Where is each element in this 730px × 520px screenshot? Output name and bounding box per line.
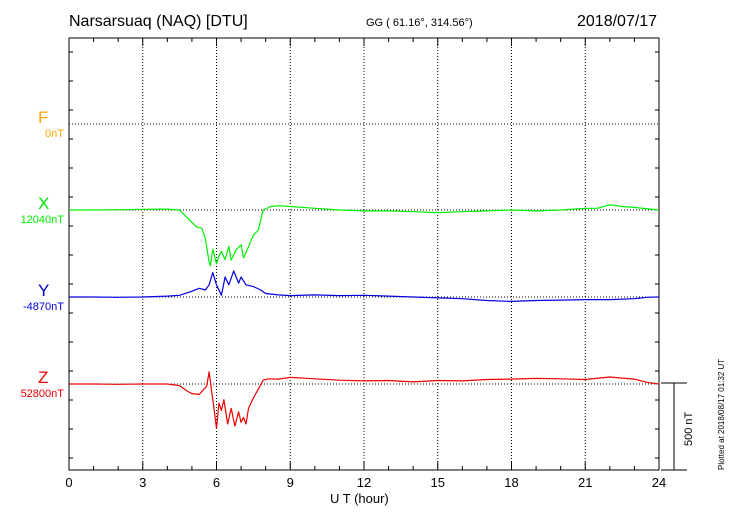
x-tick-label: 21 <box>578 475 593 490</box>
x-tick-label: 15 <box>430 475 445 490</box>
station-title: Narsarsuaq (NAQ) [DTU] <box>69 13 248 30</box>
x-tick-label: 12 <box>356 475 372 490</box>
scale-bar <box>661 382 687 471</box>
axis-ticks <box>68 38 660 470</box>
x-tick-label: 18 <box>504 475 519 490</box>
series-name-x: X <box>38 194 50 213</box>
series-baseline-y: -4870nT <box>23 301 64 313</box>
plotted-at-note: Plotted at 2018/08/17 01:32 UT <box>717 359 726 470</box>
x-tick-label: 0 <box>65 475 73 490</box>
series-layer <box>69 204 660 429</box>
series-baseline-x: 12040nT <box>20 214 64 226</box>
series-baseline-f: 0nT <box>45 128 64 140</box>
series-name-z: Z <box>38 368 49 387</box>
series-name-f: F <box>38 108 49 127</box>
x-tick-label: 3 <box>139 475 147 490</box>
chart-date: 2018/07/17 <box>577 13 658 30</box>
station-coordinates: GG ( 61.16°, 314.56°) <box>366 17 473 29</box>
x-tick-label: 6 <box>212 475 221 490</box>
x-tick-label: 9 <box>286 475 294 490</box>
series-line-x <box>69 204 660 267</box>
series-line-z <box>69 371 660 429</box>
series-line-y <box>69 270 660 302</box>
x-axis-label: U T (hour) <box>330 491 389 506</box>
series-name-y: Y <box>38 281 50 300</box>
scale-bar-label: 500 nT <box>683 411 695 446</box>
series-baseline-z: 52800nT <box>20 388 64 400</box>
grid-lines <box>69 38 659 470</box>
x-tick-label: 24 <box>651 475 667 490</box>
